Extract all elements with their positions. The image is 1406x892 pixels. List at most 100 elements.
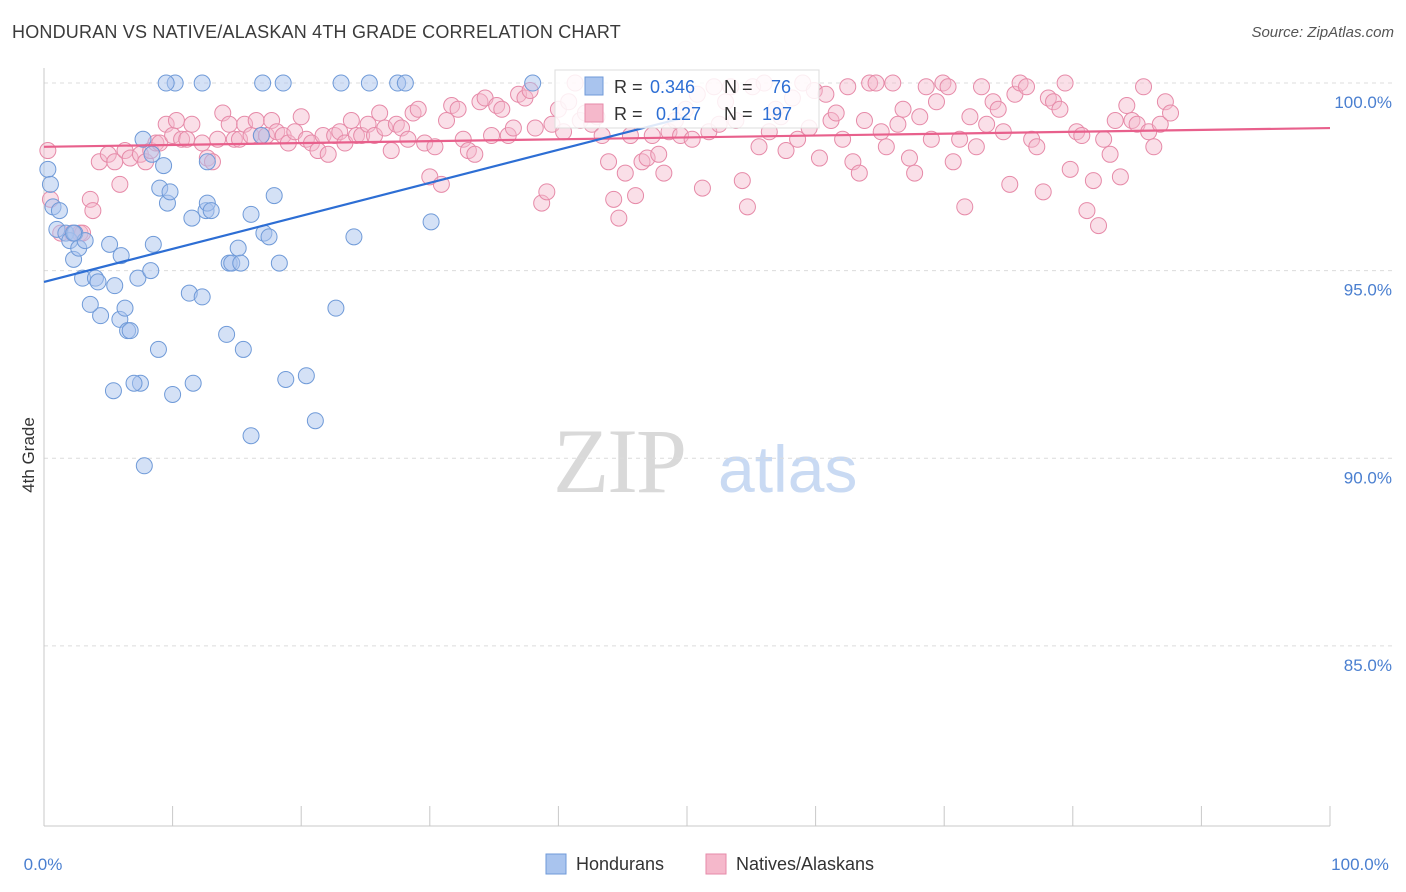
chart-title: HONDURAN VS NATIVE/ALASKAN 4TH GRADE COR… [12, 22, 621, 42]
hondurans-point [104, 382, 122, 400]
natives-alaskans-point [627, 187, 645, 205]
natives-alaskans-point [616, 164, 634, 182]
hondurans-point [242, 427, 260, 445]
natives-alaskans-point [81, 190, 99, 208]
y-tick-label: 90.0% [1344, 468, 1392, 487]
natives-alaskans-point [438, 112, 456, 130]
hondurans-point [142, 262, 160, 280]
natives-alaskans-point [533, 194, 551, 212]
natives-alaskans-point [1101, 145, 1119, 163]
natives-alaskans-point [839, 78, 857, 96]
natives-alaskans-point [956, 198, 974, 216]
natives-alaskans-point [1051, 100, 1069, 118]
natives-alaskans-point [538, 183, 556, 201]
hondurans-point [252, 127, 270, 145]
natives-alaskans-point [951, 130, 969, 148]
hondurans-point [39, 160, 57, 178]
natives-alaskans-point [1095, 130, 1113, 148]
natives-alaskans-point [738, 198, 756, 216]
hondurans-point [92, 307, 110, 325]
natives-alaskans-point [872, 123, 890, 141]
natives-alaskans-point [111, 175, 129, 193]
natives-alaskans-point [978, 115, 996, 133]
watermark: ZIP atlas [553, 410, 857, 512]
hondurans-point [41, 175, 59, 193]
x-ticks [43, 806, 1331, 826]
watermark-atlas: atlas [718, 432, 857, 506]
natives-alaskans-point [777, 142, 795, 160]
natives-alaskans-point [650, 145, 668, 163]
trend-lines [43, 115, 1331, 283]
stats-r-label-1: R = [614, 77, 643, 97]
hondurans-point [134, 130, 152, 148]
hondurans-point [306, 412, 324, 430]
natives-alaskans-point [1145, 138, 1163, 156]
stats-n-value-2: 197 [762, 104, 792, 124]
natives-alaskans-point [1061, 160, 1079, 178]
natives-alaskans-point [927, 93, 945, 111]
natives-alaskans-point [1034, 183, 1052, 201]
hondurans-point [524, 74, 542, 92]
hondurans-point [184, 374, 202, 392]
hondurans-trend-line [43, 115, 688, 283]
natives-alaskans-point [399, 130, 417, 148]
hondurans-point [360, 74, 378, 92]
natives-alaskans-point [967, 138, 985, 156]
hondurans-point [202, 202, 220, 220]
gridlines [44, 82, 1392, 647]
natives-alaskans-point [917, 78, 935, 96]
natives-alaskans-point [1118, 97, 1136, 115]
natives-alaskans-point [263, 112, 281, 130]
hondurans-point [121, 322, 139, 340]
natives-alaskans-point [1028, 138, 1046, 156]
natives-alaskans-point [961, 108, 979, 126]
hondurans-point [270, 254, 288, 272]
natives-alaskans-point [247, 112, 265, 130]
natives-alaskans-point [834, 130, 852, 148]
hondurans-points [39, 74, 542, 475]
natives-alaskans-point [683, 130, 701, 148]
hondurans-point [254, 74, 272, 92]
natives-alaskans-point [817, 85, 835, 103]
stats-n-label-1: N = [724, 77, 753, 97]
natives-alaskans-point [900, 149, 918, 167]
stats-n-label-2: N = [724, 104, 753, 124]
hondurans-point [297, 367, 315, 385]
legend: Hondurans Natives/Alaskans [545, 853, 874, 875]
natives-alaskans-point [610, 209, 628, 227]
stats-swatch-blue [584, 76, 604, 96]
x-tick-label-max: 100.0% [1331, 855, 1389, 874]
natives-alaskans-point [861, 74, 879, 92]
hondurans-point [396, 74, 414, 92]
source-label: Source: ZipAtlas.com [1251, 24, 1394, 41]
hondurans-point [265, 187, 283, 205]
natives-alaskans-point [371, 104, 389, 122]
legend-swatch-hondurans [545, 853, 567, 875]
axes [43, 68, 1330, 827]
hondurans-point [277, 370, 295, 388]
natives-alaskans-point [347, 127, 365, 145]
natives-alaskans-point [827, 104, 845, 122]
natives-alaskans-point [1090, 217, 1108, 235]
natives-alaskans-point [1151, 115, 1169, 133]
natives-alaskans-point [1111, 168, 1129, 186]
natives-alaskans-point [167, 112, 185, 130]
natives-alaskans-point [183, 115, 201, 133]
y-tick-labels: 85.0% 90.0% 95.0% 100.0% [1334, 93, 1392, 675]
natives-alaskans-point [944, 153, 962, 171]
hondurans-point [232, 254, 250, 272]
stats-r-label-2: R = [614, 104, 643, 124]
hondurans-point [260, 228, 278, 246]
hondurans-point [327, 299, 345, 317]
hondurans-point [242, 205, 260, 223]
hondurans-point [229, 239, 247, 257]
natives-alaskans-point [454, 130, 472, 148]
legend-swatch-natives [705, 853, 727, 875]
hondurans-point [422, 213, 440, 231]
natives-alaskans-point [600, 153, 618, 171]
y-axis-title: 4th Grade [19, 417, 38, 493]
y-tick-label: 95.0% [1344, 281, 1392, 300]
stats-r-value-1: 0.346 [650, 77, 695, 97]
hondurans-point [155, 157, 173, 175]
natives-alaskans-point [220, 115, 238, 133]
